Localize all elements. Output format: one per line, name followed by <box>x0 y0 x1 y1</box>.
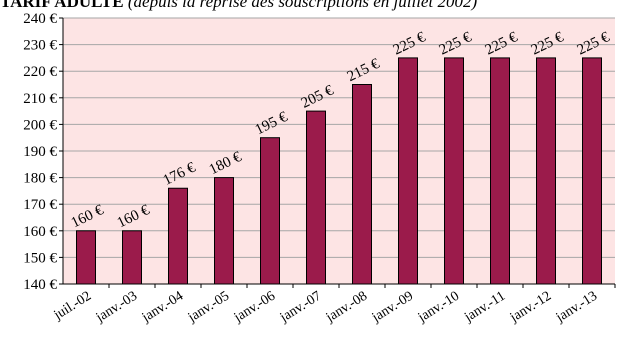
chart-title: TARIF ADULTE <box>0 0 124 11</box>
y-tick-label: 140 € <box>23 277 57 293</box>
x-tick-label: janv.-04 <box>139 289 186 326</box>
x-tick-label: janv.-13 <box>553 289 600 326</box>
x-tick-label: janv.-03 <box>93 289 140 326</box>
y-tick-label: 160 € <box>23 224 57 240</box>
y-tick-label: 150 € <box>23 250 57 266</box>
y-tick-label: 180 € <box>23 171 57 187</box>
bar <box>398 57 418 285</box>
x-tick-label: janv.-10 <box>415 289 462 326</box>
bar <box>214 177 234 285</box>
y-tick-label: 190 € <box>23 144 57 160</box>
y-tick-label: 200 € <box>23 117 57 133</box>
y-tick-label: 230 € <box>23 38 57 54</box>
x-tick-label: janv.-09 <box>369 289 416 326</box>
bar <box>444 57 464 285</box>
bar <box>168 187 188 285</box>
bar <box>352 84 372 285</box>
x-tick-label: janv.-06 <box>231 289 278 326</box>
chart-subtitle: (depuis la reprise des souscriptions en … <box>127 0 478 11</box>
x-tick-label: janv.-05 <box>185 289 232 326</box>
x-tick-label: janv.-12 <box>507 289 554 326</box>
bar <box>306 110 326 285</box>
x-tick-label: janv.-07 <box>277 289 324 326</box>
bar <box>536 57 556 285</box>
x-tick-label: janv.-11 <box>461 289 508 326</box>
y-tick-label: 210 € <box>23 91 57 107</box>
x-tick-label: juil.-02 <box>51 289 94 324</box>
bar <box>76 230 96 285</box>
x-tick-label: janv.-08 <box>323 289 370 326</box>
chart-title-line: TARIF ADULTE (depuis la reprise des sous… <box>0 0 617 12</box>
y-tick-label: 220 € <box>23 64 57 80</box>
y-tick-label: 240 € <box>23 11 57 27</box>
bar <box>122 230 142 285</box>
bar <box>260 137 280 285</box>
y-tick-label: 170 € <box>23 197 57 213</box>
bar <box>490 57 510 285</box>
bar <box>582 57 602 285</box>
